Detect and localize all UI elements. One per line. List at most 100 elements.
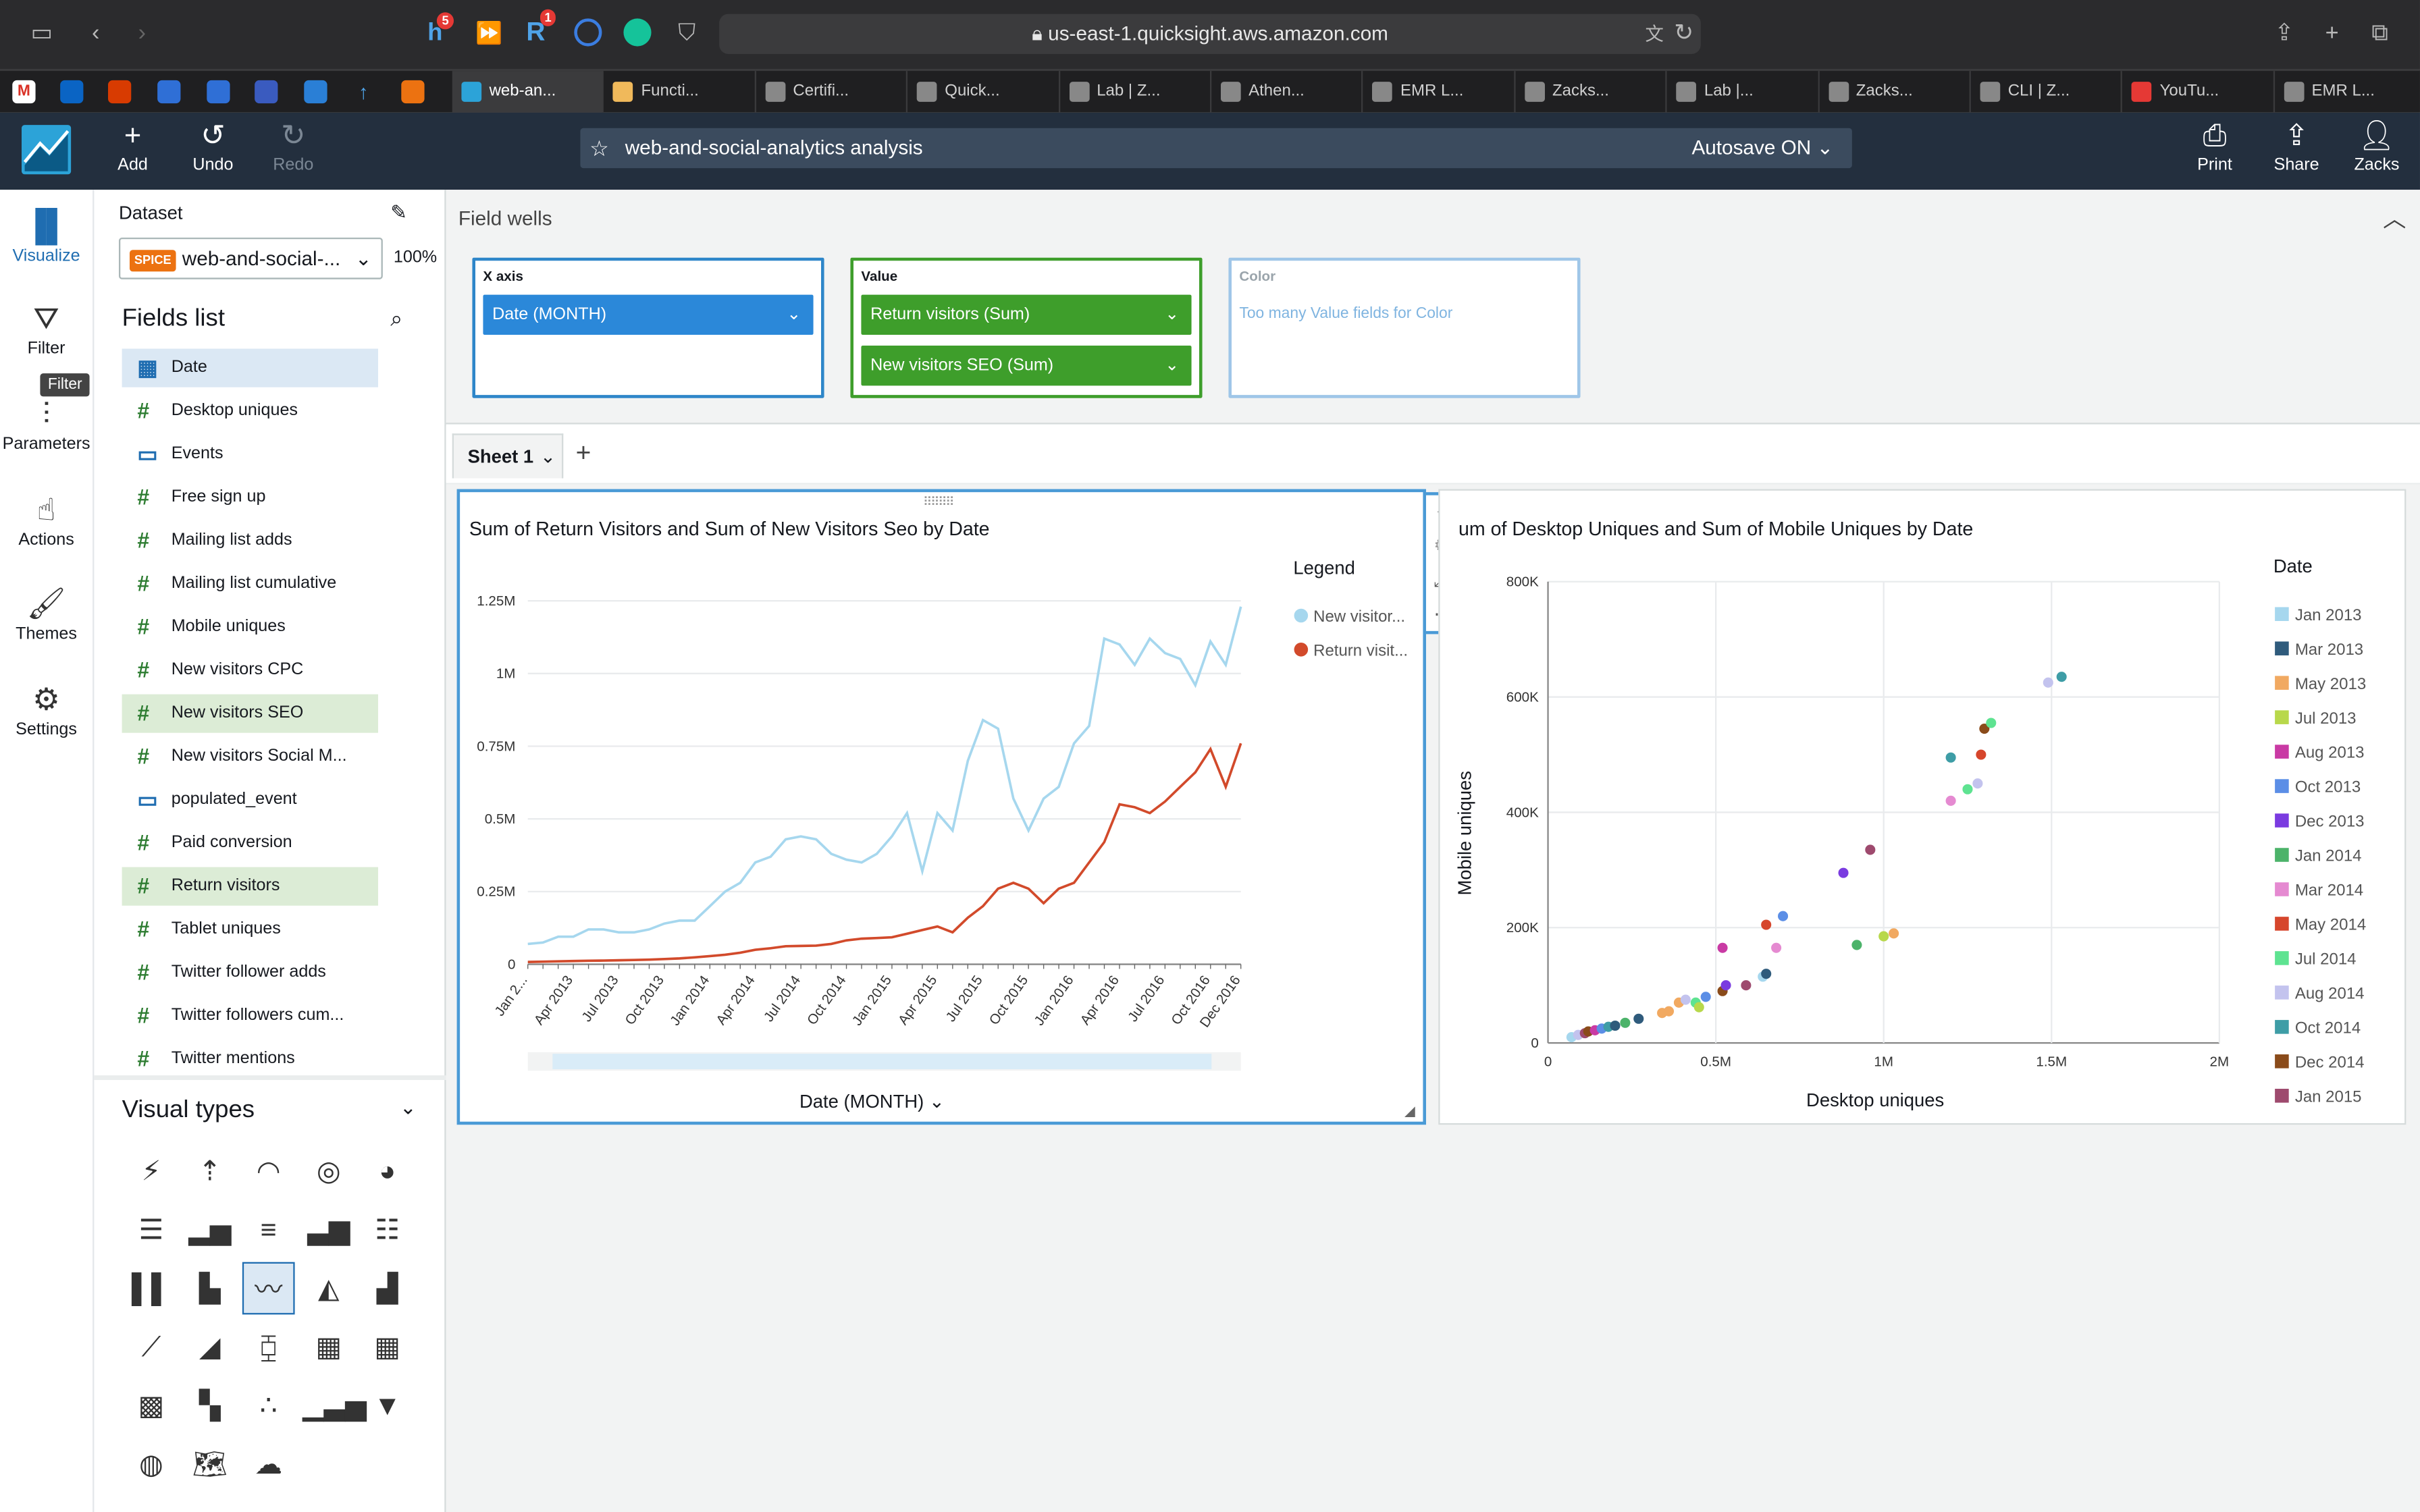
area-icon[interactable]: ◢ (199, 1331, 221, 1363)
field-item[interactable]: # New visitors CPC (122, 651, 378, 690)
scatter-point[interactable] (1771, 942, 1782, 953)
color-well[interactable]: Color Too many Value fields for Color (1228, 257, 1581, 398)
field-item[interactable]: # New visitors SEO (122, 694, 378, 733)
quicksight-logo[interactable] (21, 125, 72, 175)
grammarly-icon[interactable] (623, 18, 652, 47)
settings-nav[interactable]: ⚙︎ Settings (0, 680, 93, 739)
scatter-point[interactable] (1945, 795, 1956, 806)
redo-button[interactable]: ↻ Redo (255, 119, 332, 174)
field-item[interactable]: # Twitter followers cum... (122, 997, 378, 1035)
browser-tab[interactable]: Athen... (1211, 71, 1364, 113)
scatter-point[interactable] (1700, 992, 1711, 1002)
clustered-column-icon[interactable]: ▃▆ (307, 1214, 350, 1245)
search-icon[interactable]: ⌕ (390, 305, 403, 331)
teams-tab-icon[interactable] (157, 80, 181, 104)
horizontal-bar-icon[interactable]: ☰ (138, 1214, 164, 1245)
scatter-icon[interactable]: ∴ (259, 1390, 278, 1422)
scatter-point[interactable] (1620, 1017, 1631, 1028)
browser-tab[interactable]: Lab | Z... (1059, 71, 1212, 113)
browser-tab[interactable]: Functi... (604, 71, 756, 113)
browser-tab[interactable]: Certifi... (756, 71, 908, 113)
office-tab-icon[interactable] (107, 80, 132, 104)
arrow-tab-icon[interactable]: ↑ (358, 80, 369, 104)
table-icon[interactable]: ▦ (315, 1331, 342, 1363)
address-bar[interactable]: 🔒︎ us-east-1.quicksight.aws.amazon.com (719, 14, 1701, 54)
funnel-chart-icon[interactable]: ▼ (373, 1390, 402, 1422)
scatter-point[interactable] (1962, 784, 1973, 794)
treemap-icon[interactable]: ▚ (199, 1390, 221, 1422)
scatter-point[interactable] (1976, 749, 1987, 760)
field-item[interactable]: # Twitter follower adds (122, 954, 378, 992)
clustered-bar-icon[interactable]: ≡ (260, 1214, 277, 1245)
translate-icon[interactable]: 文 (1645, 23, 1664, 45)
collapse-wells-icon[interactable]: ︿ (2383, 207, 2406, 234)
visualize-nav[interactable]: ▐▌ Visualize (0, 207, 93, 265)
filled-map-icon[interactable]: 🗺︎ (192, 1449, 228, 1480)
password-extension-icon[interactable] (574, 18, 602, 47)
field-item[interactable]: # Mailing list adds (122, 522, 378, 560)
field-item[interactable]: ▭ populated_event (122, 781, 378, 819)
add-button[interactable]: + Add (94, 119, 171, 174)
autograph-icon[interactable]: ⚡︎ (141, 1155, 161, 1187)
scatter-point[interactable] (1838, 867, 1849, 878)
field-item[interactable]: ▦ Date (122, 348, 378, 387)
area-chart-icon[interactable]: ◭ (318, 1272, 340, 1304)
user-menu[interactable]: 👤︎ Zacks (2338, 119, 2415, 174)
extension-icon[interactable]: ⏩ (475, 20, 502, 45)
share-icon[interactable]: ⇪ (2274, 20, 2294, 47)
undo-button[interactable]: ↺ Undo (174, 119, 251, 174)
histogram-icon[interactable]: ▁▃▅ (302, 1390, 367, 1422)
scatter-point[interactable] (1851, 940, 1862, 950)
field-item[interactable]: # Mailing list cumulative (122, 565, 378, 603)
gmail-tab-icon[interactable]: M (12, 80, 36, 104)
field-item[interactable]: # Tablet uniques (122, 911, 378, 949)
add-sheet-icon[interactable]: + (575, 438, 591, 468)
scatter-point[interactable] (1945, 752, 1956, 763)
pie-icon[interactable]: ◕ (379, 1155, 396, 1187)
stacked-area-icon[interactable]: ⟋ (141, 1331, 161, 1363)
browser-tab[interactable]: YouTu... (2123, 71, 2275, 113)
field-item[interactable]: # New visitors Social M... (122, 738, 378, 776)
autosave-dropdown[interactable]: Autosave ON ⌄ (1691, 128, 1833, 168)
scatter-point[interactable] (1878, 931, 1889, 942)
scatter-point[interactable] (1979, 724, 1990, 734)
scatter-point[interactable] (2056, 672, 2067, 682)
back-icon[interactable]: ‹ (91, 20, 100, 47)
drag-handle-icon[interactable]: ⠿⠿⠿⠿ (922, 495, 955, 510)
vertical-bar-icon[interactable]: ▂▅ (188, 1214, 232, 1245)
scatter-point[interactable] (1865, 844, 1876, 855)
heatmap-icon[interactable]: ▩ (138, 1390, 165, 1422)
series-line[interactable] (527, 606, 1242, 946)
scatter-point[interactable] (1889, 928, 1899, 939)
scatter-point[interactable] (1663, 1006, 1675, 1017)
resize-handle-icon[interactable]: ◢ (1404, 1103, 1415, 1119)
field-item[interactable]: ▭ Events (122, 435, 378, 474)
sheet-tab[interactable]: Sheet 1 ⌄ (452, 433, 564, 479)
dataset-select[interactable]: SPICE web-and-social-... ⌄ (118, 237, 383, 279)
outlook-tab-icon[interactable] (60, 80, 84, 104)
share-button[interactable]: ⇪ Share (2258, 119, 2335, 174)
browser-tab[interactable]: EMR L... (1363, 71, 1516, 113)
tab-overview-icon[interactable]: ⧉ (2371, 20, 2388, 47)
actions-nav[interactable]: ☝︎ Actions (0, 491, 93, 549)
kpi-icon[interactable]: ⇡ (198, 1155, 222, 1187)
scatter-point[interactable] (1633, 1013, 1644, 1024)
x-axis-well[interactable]: X axis Date (MONTH) ⌄ (472, 257, 824, 398)
browser-tab[interactable]: web-an... (452, 71, 604, 113)
star-icon[interactable]: ☆ (589, 136, 609, 161)
scatter-point[interactable] (1693, 1002, 1704, 1013)
word-cloud-icon[interactable]: ☁︎ (255, 1449, 283, 1480)
shield-icon[interactable]: ⛉ (678, 20, 695, 47)
new-tab-icon[interactable]: + (2325, 20, 2339, 47)
field-item[interactable]: # Free sign up (122, 479, 378, 517)
value-field-pill-2[interactable]: New visitors SEO (Sum) ⌄ (861, 345, 1192, 386)
bar-line-icon[interactable]: ▟ (376, 1272, 398, 1304)
line-chart-visual[interactable]: ⠿⠿⠿⠿ Sum of Return Visitors and Sum of N… (456, 489, 1426, 1125)
forward-icon[interactable]: › (138, 20, 146, 47)
line-chart-icon[interactable]: 〰 (242, 1262, 295, 1315)
parameters-nav[interactable]: ⫶ Parameters (0, 395, 93, 454)
analysis-title-bar[interactable]: ☆ web-and-social-analytics analysis Auto… (580, 128, 1852, 169)
app-tab-icon[interactable] (304, 80, 327, 104)
